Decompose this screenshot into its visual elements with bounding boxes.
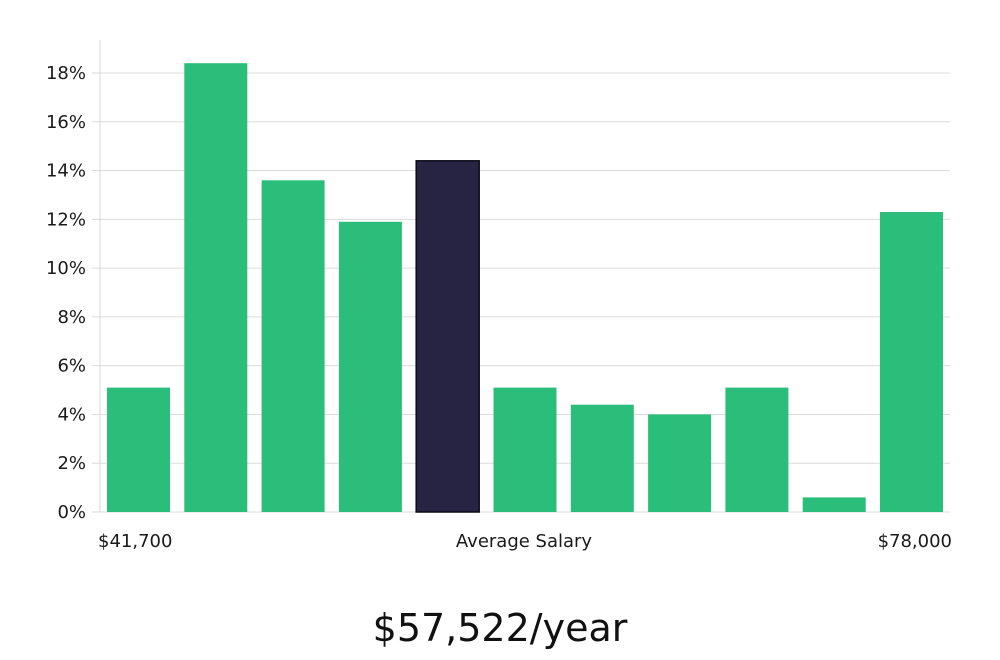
bar-11: [880, 212, 943, 512]
y-tick-label-0: 0%: [57, 502, 86, 523]
x-min-label: $41,700: [98, 531, 172, 552]
y-tick-label-10: 10%: [46, 258, 86, 279]
bar-10: [802, 497, 866, 512]
y-tick-label-4: 4%: [57, 404, 86, 425]
bar-1: [107, 387, 170, 512]
y-tick-label-6: 6%: [57, 356, 86, 377]
y-tick-label-8: 8%: [57, 307, 86, 328]
bar-6: [493, 387, 557, 512]
salary-histogram-chart: 0% 2% 4% 6% 8% 10% 12% 14% 16% 18% $41,700 Averag…: [46, 40, 952, 552]
bar-average-salary: [415, 160, 480, 513]
bars-layer: [107, 63, 943, 513]
y-tick-label-16: 16%: [46, 112, 86, 133]
bar-8: [648, 414, 712, 512]
x-axis-title: Average Salary: [456, 531, 593, 552]
average-salary-caption: $57,522/year: [372, 606, 628, 650]
y-tick-label-2: 2%: [57, 453, 86, 474]
bar-9: [725, 387, 789, 512]
y-tick-label-18: 18%: [46, 63, 86, 84]
labels-layer: $41,700 Average Salary $78,000: [98, 531, 952, 552]
x-max-label: $78,000: [878, 531, 952, 552]
y-tick-label-14: 14%: [46, 161, 86, 182]
axis-layer: 0% 2% 4% 6% 8% 10% 12% 14% 16% 18%: [46, 40, 101, 523]
bar-4: [338, 221, 402, 513]
chart-canvas: 0% 2% 4% 6% 8% 10% 12% 14% 16% 18% $41,700 Averag…: [46, 40, 952, 552]
bar-7: [570, 404, 634, 512]
y-tick-label-12: 12%: [46, 209, 86, 230]
bar-2: [184, 63, 248, 512]
bar-3: [261, 180, 325, 513]
